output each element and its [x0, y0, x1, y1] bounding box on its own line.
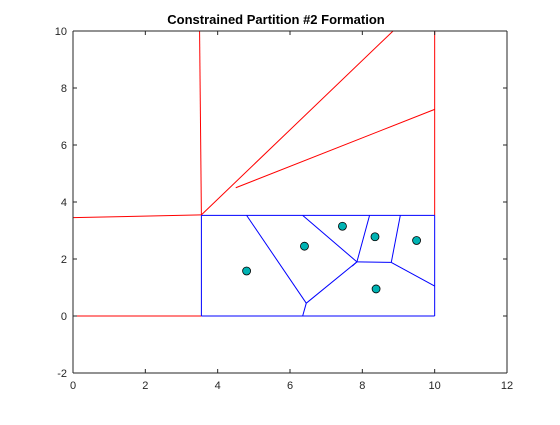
y-tick-label-6: 10: [55, 26, 67, 38]
data-point-3: [370, 232, 380, 242]
x-tick-label-5: 10: [429, 380, 441, 392]
y-tick-label-3: 4: [61, 197, 67, 209]
x-tick-label-1: 2: [142, 380, 148, 392]
axes-layer: [72, 30, 508, 374]
data-point-0: [242, 266, 252, 276]
series-1-segment-10: [390, 215, 401, 263]
series-1-segment-6: [305, 261, 358, 304]
series-1-segment-7: [302, 215, 358, 263]
series-1-segment-11: [391, 261, 435, 287]
x-tick-label-4: 8: [359, 380, 365, 392]
chart-title: Constrained Partition #2 Formation: [167, 12, 384, 27]
x-tick-label-2: 4: [215, 380, 221, 392]
data-point-5: [371, 284, 381, 294]
data-point-4: [412, 236, 421, 245]
series-1-segment-8: [356, 215, 371, 262]
y-tick-label-5: 8: [61, 83, 67, 95]
x-tick-label-3: 6: [287, 380, 293, 392]
series-1-segment-5: [302, 303, 307, 317]
series-0-segment-5: [72, 214, 202, 219]
y-tick-label-0: -2: [57, 368, 67, 380]
x-tick-label-0: 0: [70, 380, 76, 392]
y-tick-label-1: 0: [61, 311, 67, 323]
y-tick-label-2: 2: [61, 254, 67, 266]
data-point-1: [300, 241, 309, 251]
y-tick-label-4: 6: [61, 140, 67, 152]
points-layer: [242, 221, 421, 294]
x-tick-label-6: 12: [501, 380, 513, 392]
series-1-segment-9: [356, 261, 392, 263]
series-1-segment-12: [351, 261, 358, 267]
series-1-segment-4: [246, 215, 307, 304]
series-0-segment-7: [235, 108, 435, 189]
series-0-segment-4: [199, 30, 202, 215]
data-point-2: [338, 221, 347, 231]
lines-layer: [72, 30, 436, 317]
series-0-segment-6: [201, 30, 394, 216]
